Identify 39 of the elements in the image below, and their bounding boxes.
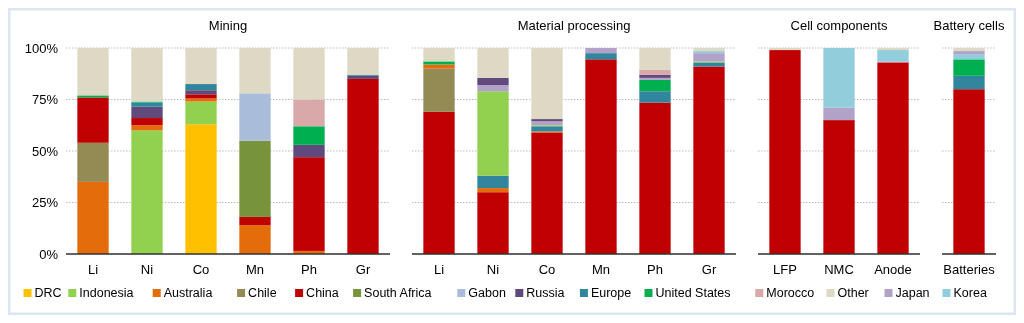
x-tick-label: Ph — [647, 262, 663, 277]
x-tick-label: Mn — [245, 262, 265, 277]
x-tick-label: Li — [87, 262, 99, 277]
legend-label: Europe — [590, 286, 632, 300]
legend-label: Japan — [895, 286, 930, 300]
x-tick-label: Ni — [140, 262, 154, 277]
x-tick-label: Ph — [301, 262, 317, 277]
x-tick-label: Li — [433, 262, 445, 277]
x-tick-label: Gr — [355, 262, 371, 277]
y-tick-label: 25% — [31, 195, 59, 211]
y-tick-label: 75% — [31, 92, 59, 108]
x-tick-label: Anode — [874, 262, 912, 277]
legend-label: Other — [837, 286, 869, 300]
legend-label: South Africa — [364, 286, 432, 300]
legend-label: United States — [655, 286, 731, 300]
y-tick-label: 50% — [31, 143, 59, 159]
x-tick-label: Co — [538, 262, 556, 277]
legend-label: Gabon — [468, 286, 506, 300]
legend-label: Korea — [953, 286, 987, 300]
chart-title: Battery cells — [933, 18, 1005, 33]
chart-title: Mining — [208, 18, 248, 33]
legend-label: Chile — [248, 286, 277, 300]
legend-label: Australia — [163, 286, 213, 300]
y-tick-label: 0% — [39, 246, 59, 262]
x-tick-label: LFP — [773, 262, 797, 277]
legend-label: China — [306, 286, 339, 300]
legend-label: Russia — [526, 286, 565, 300]
legend-label: DRC — [34, 286, 62, 300]
chart-title: Material processing — [517, 18, 631, 33]
x-tick-label: Ni — [486, 262, 500, 277]
x-tick-label: Gr — [701, 262, 717, 277]
x-tick-label: NMC — [824, 262, 854, 277]
legend-label: Morocco — [766, 286, 815, 300]
chart-title: Cell components — [790, 18, 888, 33]
x-tick-label: Mn — [591, 262, 611, 277]
legend-label: Indonesia — [79, 286, 134, 300]
x-tick-label: Batteries — [943, 262, 996, 277]
y-tick-label: 100% — [24, 40, 59, 56]
x-tick-label: Co — [192, 262, 210, 277]
